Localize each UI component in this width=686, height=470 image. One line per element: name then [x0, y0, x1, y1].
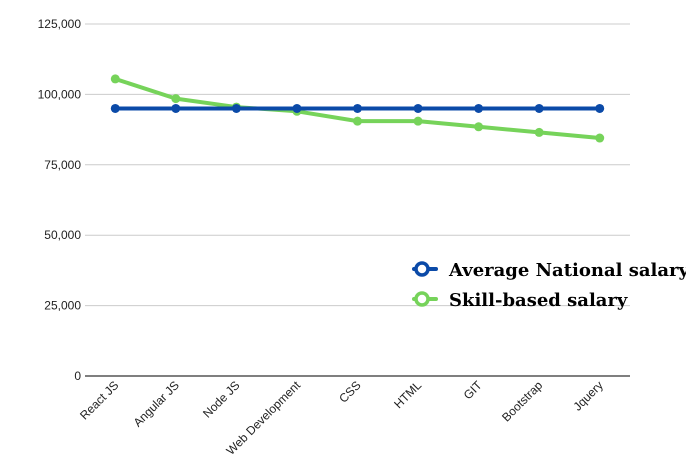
y-tick-label: 50,000 [44, 228, 81, 242]
data-point [534, 127, 544, 137]
legend-swatch-marker [414, 261, 430, 277]
data-point [353, 116, 362, 126]
y-tick-label: 75,000 [44, 158, 81, 172]
data-point [231, 103, 241, 113]
y-tick-label: 0 [74, 369, 81, 383]
series [110, 74, 605, 143]
legend-label: Skill-based salary [449, 290, 628, 311]
data-point [171, 94, 181, 104]
y-tick-label: 125,000 [38, 17, 82, 31]
y-tick-label: 100,000 [38, 87, 82, 101]
data-point [110, 74, 120, 84]
x-tick-label: Jquery [570, 378, 605, 413]
x-tick-label: Bootstrap [499, 378, 545, 424]
data-point [595, 133, 605, 143]
x-tick-label: HTML [391, 378, 424, 411]
data-point [292, 103, 302, 113]
x-tick-label: Angular JS [131, 378, 182, 429]
data-point [534, 103, 544, 113]
data-point [171, 103, 181, 113]
legend-swatch-marker [414, 291, 430, 307]
data-point [595, 103, 605, 113]
legend-label: Average National salary [448, 260, 686, 281]
data-point [413, 103, 423, 113]
x-tick-label: React JS [77, 378, 121, 422]
data-point [353, 103, 362, 113]
x-tick-label: GIT [461, 378, 486, 403]
x-tick-label: CSS [336, 378, 363, 405]
data-point [474, 103, 484, 113]
data-point [474, 122, 484, 132]
data-point [110, 103, 120, 113]
x-tick-label: Node JS [200, 378, 242, 420]
data-point [413, 116, 423, 126]
y-tick-label: 25,000 [44, 299, 81, 313]
legend: Average National salary Skill-based salar… [412, 260, 686, 311]
